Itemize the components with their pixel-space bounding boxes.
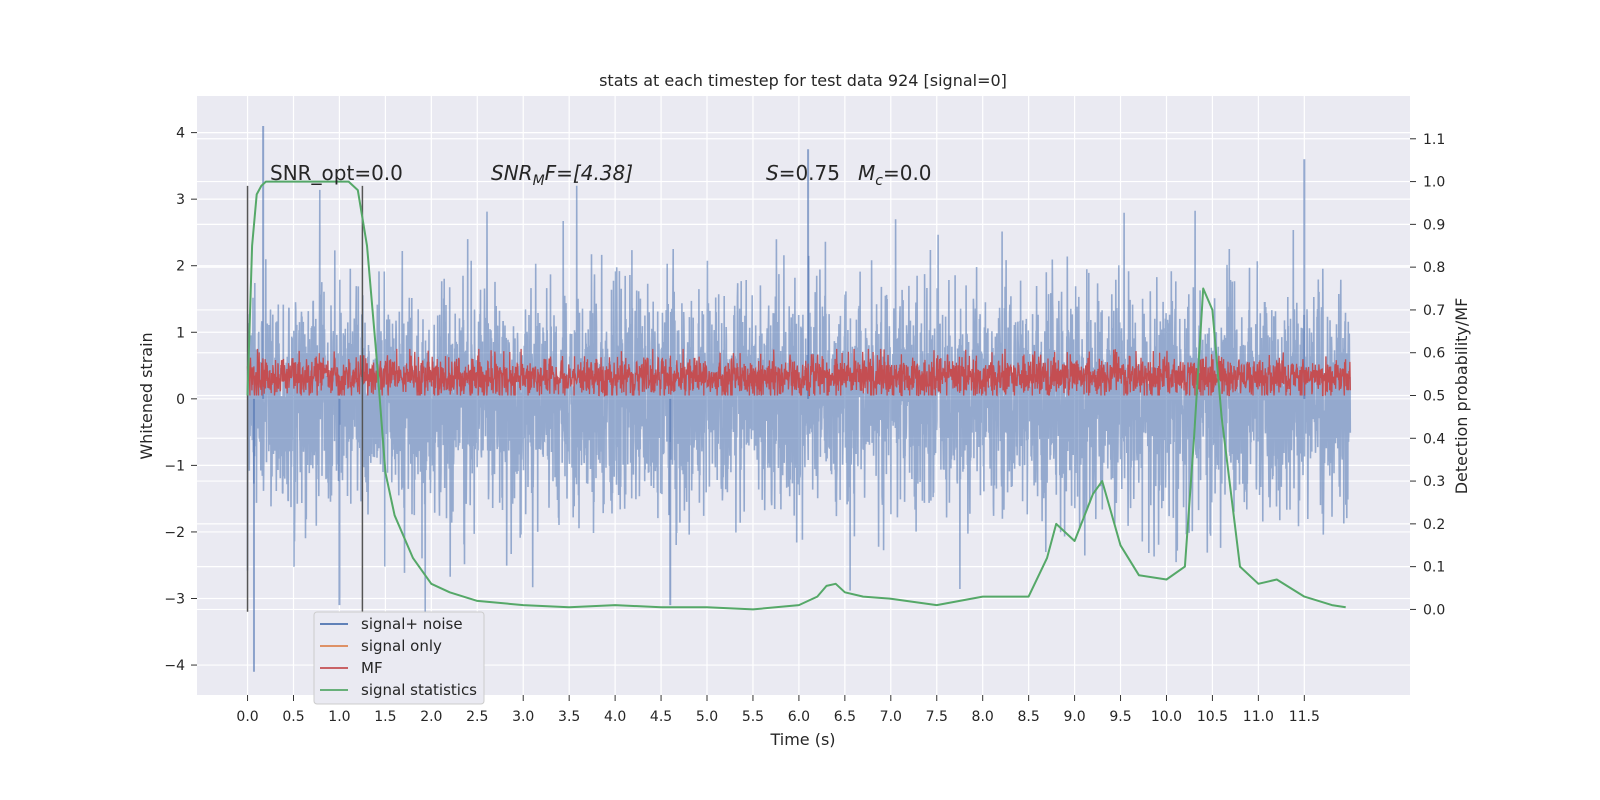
y-right-axis-title: Detection probability/MF (1452, 298, 1471, 495)
legend-label-signal-noise: signal+ noise (361, 615, 463, 633)
x-tick-label: 4.0 (604, 709, 626, 725)
annotation-snr-opt: SNR_opt=0.0 (270, 161, 403, 185)
y-right-tick-label: 0.0 (1423, 602, 1445, 618)
y-tick-labels: 4 3 2 1 0 −1 −2 −3 −4 (164, 126, 197, 674)
series-signal-statistics (246, 180, 1346, 611)
y-right-tick-label: 1.1 (1423, 132, 1445, 148)
x-tick-label: 2.5 (466, 709, 488, 725)
y-tick-label: 1 (176, 325, 185, 341)
x-tick-label: 1.5 (374, 709, 396, 725)
legend-label-mf: MF (361, 659, 383, 677)
y-right-tick-label: 0.7 (1423, 303, 1445, 319)
y-tick-label: −2 (164, 525, 185, 541)
x-tick-label: 6.0 (788, 709, 810, 725)
x-tick-label: 2.0 (420, 709, 442, 725)
x-tick-label: 8.5 (1018, 709, 1040, 725)
y-tick-label: −4 (164, 658, 185, 674)
y-tick-label: −3 (164, 591, 185, 607)
statistics-line (246, 180, 1346, 611)
x-tick-label: 3.0 (512, 709, 534, 725)
x-tick-label: 6.5 (834, 709, 856, 725)
annotation-s-value: S=0.75 (766, 161, 840, 185)
x-tick-label: 11.0 (1243, 709, 1274, 725)
x-tick-label: 10.5 (1197, 709, 1228, 725)
x-tick-label: 3.5 (558, 709, 580, 725)
y-right-tick-label: 1.0 (1423, 175, 1445, 191)
x-tick-label: 8.0 (972, 709, 994, 725)
annotation-snr-mf: SNRMF=[4.38] (491, 161, 633, 189)
legend-box (313, 611, 485, 705)
y-right-tick-labels: 1.1 1.0 0.9 0.8 0.7 0.6 0.5 0.4 0.3 0.2 0.1 0.0 (1410, 132, 1445, 618)
x-tick-label: 9.0 (1063, 709, 1085, 725)
chart-title: stats at each timestep for test data 924… (599, 71, 1007, 90)
x-tick-label: 0.0 (236, 709, 258, 725)
y-tick-label: 0 (176, 392, 185, 408)
y-tick-label: 3 (176, 192, 185, 208)
x-tick-label: 4.5 (650, 709, 672, 725)
annotation-mc-value: Mc=0.0 (858, 161, 932, 189)
y-tick-label: 2 (176, 259, 185, 275)
y-tick-label: 4 (176, 126, 185, 142)
x-tick-labels: 0.0 0.5 1.0 1.5 2.0 2.5 3.0 3.5 4.0 4.5 5.0 5.5 6.0 6… (236, 695, 1320, 725)
x-tick-label: 1.0 (328, 709, 350, 725)
x-axis-title: Time (s) (769, 730, 835, 749)
series-signal-noise (246, 125, 1352, 672)
y-right-tick-label: 0.9 (1423, 217, 1445, 233)
x-tick-label: 9.5 (1109, 709, 1131, 725)
y-right-tick-label: 0.8 (1423, 260, 1445, 276)
y-right-tick-label: 0.4 (1423, 431, 1445, 447)
y-right-tick-label: 0.1 (1423, 560, 1445, 576)
y-right-tick-label: 0.6 (1423, 346, 1445, 362)
y-right-tick-label: 0.2 (1423, 517, 1445, 533)
mf-line (246, 348, 1351, 398)
x-tick-label: 0.5 (282, 709, 304, 725)
x-tick-label: 5.0 (696, 709, 718, 725)
x-tick-label: 5.5 (742, 709, 764, 725)
noise-line (246, 185, 1352, 612)
legend-label-signal-statistics: signal statistics (361, 681, 477, 699)
series-mf (246, 348, 1351, 398)
x-tick-label: 10.0 (1151, 709, 1182, 725)
y-right-tick-label: 0.3 (1423, 474, 1445, 490)
x-tick-label: 7.0 (880, 709, 902, 725)
y-tick-label: −1 (164, 458, 185, 474)
legend: signal+ noise signal only MF signal stat… (313, 611, 485, 705)
legend-label-signal-only: signal only (361, 637, 442, 655)
x-tick-label: 7.5 (926, 709, 948, 725)
x-tick-label: 11.5 (1289, 709, 1320, 725)
y-axis-title: Whitened strain (137, 332, 156, 459)
marker-lines (246, 185, 364, 612)
y-right-tick-label: 0.5 (1423, 389, 1445, 405)
